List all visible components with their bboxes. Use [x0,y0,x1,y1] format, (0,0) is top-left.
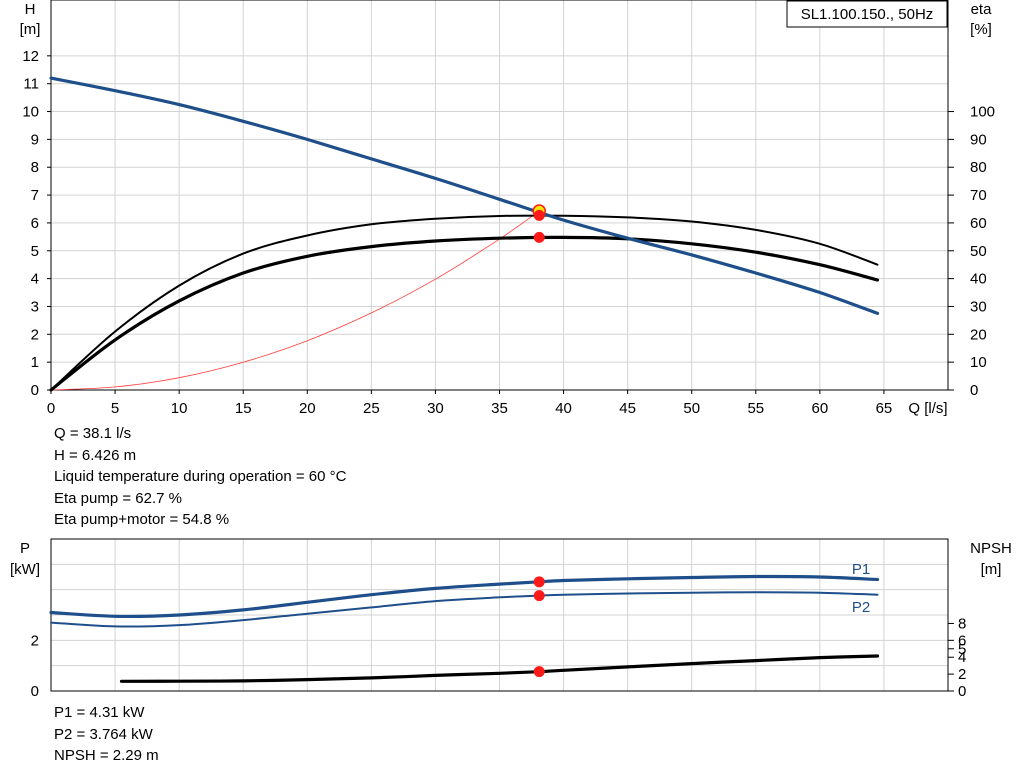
top-right-tick-label: 20 [970,326,987,343]
x-tick-label: 50 [683,400,700,417]
top-right-tick-label: 90 [970,131,987,148]
x-tick-label: 15 [235,400,252,417]
top-grid [51,0,948,390]
top-left-tick-label: 8 [31,159,39,176]
bottom-left-axis-title: P [20,540,30,557]
bottom-right-tick-label: 8 [958,615,966,632]
axis-ticks: 0 5 10 15 20 25 30 35 40 45 50 55 60 6501234567891011… [22,48,995,700]
top-left-tick-label: 4 [31,271,39,288]
readout-eta-pump: Eta pump = 62.7 % [54,489,182,507]
duty-point-p2-marker [533,590,545,602]
bottom-left-tick-label: 2 [31,632,39,649]
bottom-right-tick-label: 5 [958,641,966,658]
readout-eta-pump-motor: Eta pump+motor = 54.8 % [54,511,230,528]
top-left-tick-label: 1 [31,354,39,371]
duty-point-markers [532,204,546,678]
bottom-plot-frame [50,538,949,692]
bottom-right-tick-label: 6 [958,632,966,649]
bottom-left-tick-label: 0 [31,683,39,700]
x-tick-label: 35 [491,400,508,417]
x-tick-label: 20 [299,400,316,417]
top-left-tick-label: 10 [22,104,39,121]
readout-flow: Q = 38.1 l/s [54,425,132,442]
top-left-tick-label: 3 [31,298,39,315]
chart-title-box [786,0,948,28]
x-tick-label: 45 [619,400,636,417]
x-tick-label: 60 [812,400,829,417]
readout-head: H = 6.426 m [54,446,137,464]
top-right-tick-label: 10 [970,354,987,371]
top-right-tick-label: 0 [970,382,978,399]
top-right-tick-label: 60 [970,215,987,232]
top-right-axis-title: eta [971,1,993,18]
power-readout: P1 = 4.31 kW P2 = 3.764 kW NPSH = 2.29 m [54,702,159,767]
system-curve [50,210,540,391]
bottom-right-tick-label: 2 [958,666,966,683]
eta-pump-motor-curve [49,235,880,392]
curves [49,76,880,683]
p2-series-label: P2 [852,599,870,616]
readout-p1: P1 = 4.31 kW [54,704,145,721]
x-tick-label: 30 [427,400,444,417]
npsh-curve [119,654,880,683]
top-left-tick-label: 9 [31,131,39,148]
duty-point-p1-marker [533,576,545,588]
top-left-tick-label: 12 [22,48,39,65]
p1-curve [49,574,880,619]
head-curve [49,76,880,315]
p2-curve [50,591,879,628]
bottom-left-axis-unit: [kW] [10,561,40,578]
duty-point-eta-pump-marker [533,209,545,221]
top-left-tick-label: 6 [31,215,39,232]
top-left-tick-label: 7 [31,187,39,204]
top-left-axis-title: H [25,1,36,18]
duty-point-readout: Q = 38.1 l/s H = 6.426 m Liquid temperat… [54,423,346,531]
top-left-axis-unit: [m] [20,21,41,38]
top-right-tick-label: 100 [970,104,995,121]
x-axis-title: Q [l/s] [908,400,947,417]
top-right-tick-label: 40 [970,271,987,288]
bottom-right-tick-label: 4 [958,649,966,666]
x-tick-label: 25 [363,400,380,417]
readout-liquid-temperature: Liquid temperature during operation = 60… [54,468,347,485]
top-right-axis-unit: [%] [970,21,992,38]
x-tick-label: 5 [111,400,119,417]
x-tick-label: 0 [47,400,55,417]
top-right-tick-label: 80 [970,159,987,176]
bottom-right-axis-title: NPSH [970,540,1012,557]
p1-series-label: P1 [852,561,870,578]
top-left-tick-label: 11 [23,76,39,93]
duty-point-eta-pump-motor-marker [533,231,545,243]
top-left-tick-label: 2 [31,326,39,343]
chart-title: SL1.100.150., 50Hz [801,6,934,23]
x-tick-label: 10 [171,400,188,417]
top-left-tick-label: 0 [31,382,39,399]
readout-p2: P2 = 3.764 kW [54,725,153,743]
bottom-right-tick-label: 0 [958,683,966,700]
top-left-tick-label: 5 [31,243,39,260]
top-right-tick-label: 50 [970,243,987,260]
bottom-right-axis-unit: [m] [981,561,1002,578]
x-tick-label: 55 [747,400,764,417]
x-tick-label: 65 [876,400,893,417]
eta-pump-curve [50,214,879,391]
x-tick-label: 40 [555,400,572,417]
duty-point-npsh-marker [533,666,545,678]
readout-npsh: NPSH = 2.29 m [54,747,159,764]
top-right-tick-label: 30 [970,298,987,315]
top-right-tick-label: 70 [970,187,987,204]
